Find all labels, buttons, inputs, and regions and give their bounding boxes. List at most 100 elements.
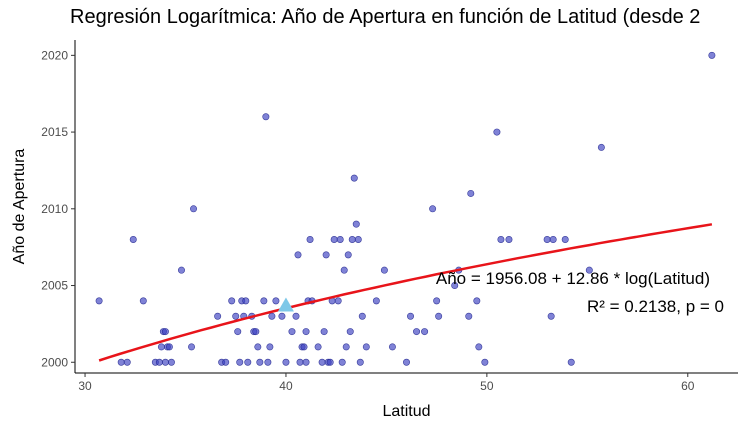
data-point xyxy=(493,128,501,136)
y-axis-label: Año de Apertura xyxy=(11,149,28,265)
data-point xyxy=(262,113,270,121)
data-point xyxy=(318,358,326,366)
data-point xyxy=(155,358,163,366)
data-point xyxy=(421,328,429,336)
data-point xyxy=(188,343,196,351)
data-point xyxy=(473,297,481,305)
data-point xyxy=(358,312,366,320)
axes: 30 40 50 60 2000 2005 2010 2015 2020 xyxy=(41,40,738,393)
data-point xyxy=(242,297,250,305)
data-point xyxy=(435,312,443,320)
data-point xyxy=(302,358,310,366)
chart-title: Regresión Logarítmica: Año de Apertura e… xyxy=(70,6,701,28)
data-point xyxy=(167,358,175,366)
data-point xyxy=(338,358,346,366)
data-point xyxy=(272,297,280,305)
data-point xyxy=(336,235,344,243)
data-points xyxy=(95,51,716,366)
data-point xyxy=(129,235,137,243)
data-point xyxy=(177,266,185,274)
data-point xyxy=(123,358,131,366)
data-point xyxy=(429,205,437,213)
data-point xyxy=(306,235,314,243)
data-point xyxy=(264,358,272,366)
data-point xyxy=(234,328,242,336)
data-point xyxy=(320,328,328,336)
data-point xyxy=(708,51,716,59)
data-point xyxy=(252,328,260,336)
data-point xyxy=(380,266,388,274)
data-point xyxy=(549,235,557,243)
x-axis-label: Latitud xyxy=(382,403,430,420)
data-point xyxy=(117,358,125,366)
data-point xyxy=(352,220,360,228)
data-point xyxy=(334,297,342,305)
data-point xyxy=(346,328,354,336)
data-point xyxy=(222,358,230,366)
data-point xyxy=(322,251,330,259)
data-point xyxy=(543,235,551,243)
data-point xyxy=(354,235,362,243)
data-point xyxy=(266,343,274,351)
data-point xyxy=(326,358,334,366)
data-point xyxy=(161,358,169,366)
y-tick-label: 2020 xyxy=(41,48,68,62)
data-point xyxy=(388,343,396,351)
data-point xyxy=(344,251,352,259)
data-point xyxy=(236,358,244,366)
data-point xyxy=(497,235,505,243)
x-tick-label: 60 xyxy=(681,379,695,393)
data-point xyxy=(157,343,165,351)
data-point xyxy=(254,343,262,351)
data-point xyxy=(161,328,169,336)
data-point xyxy=(350,174,358,182)
data-point xyxy=(139,297,147,305)
regression-equation-label: Año = 1956.08 + 12.86 * log(Latitud) xyxy=(436,269,710,288)
data-point xyxy=(256,358,264,366)
data-point xyxy=(356,358,364,366)
x-tick-label: 50 xyxy=(480,379,494,393)
data-point xyxy=(288,328,296,336)
data-point xyxy=(465,312,473,320)
regression-stats-label: R² = 0.2138, p = 0 xyxy=(587,297,724,316)
data-point xyxy=(294,251,302,259)
data-point xyxy=(314,343,322,351)
data-point xyxy=(214,312,222,320)
data-point xyxy=(165,343,173,351)
y-tick-label: 2010 xyxy=(41,202,68,216)
data-point xyxy=(597,143,605,151)
data-point xyxy=(342,343,350,351)
data-point xyxy=(348,235,356,243)
mean-marker-triangle xyxy=(277,297,294,312)
data-point xyxy=(561,235,569,243)
data-point xyxy=(282,358,290,366)
data-point xyxy=(278,312,286,320)
y-tick-label: 2005 xyxy=(41,279,68,293)
data-point xyxy=(433,297,441,305)
data-point xyxy=(362,343,370,351)
data-point xyxy=(95,297,103,305)
data-point xyxy=(302,328,310,336)
data-point xyxy=(372,297,380,305)
data-point xyxy=(292,312,300,320)
regression-line xyxy=(98,223,713,362)
data-point xyxy=(467,189,475,197)
data-point xyxy=(547,312,555,320)
data-point xyxy=(228,297,236,305)
data-point xyxy=(232,312,240,320)
data-point xyxy=(567,358,575,366)
data-point xyxy=(244,358,252,366)
data-point xyxy=(402,358,410,366)
data-point xyxy=(300,343,308,351)
data-point xyxy=(505,235,513,243)
y-tick-label: 2015 xyxy=(41,125,68,139)
data-point xyxy=(260,297,268,305)
data-point xyxy=(585,266,593,274)
y-tick-label: 2000 xyxy=(41,355,68,369)
data-point xyxy=(451,282,459,290)
data-point xyxy=(407,312,415,320)
data-point xyxy=(268,312,276,320)
x-tick-label: 40 xyxy=(279,379,293,393)
data-point xyxy=(340,266,348,274)
data-point xyxy=(481,358,489,366)
